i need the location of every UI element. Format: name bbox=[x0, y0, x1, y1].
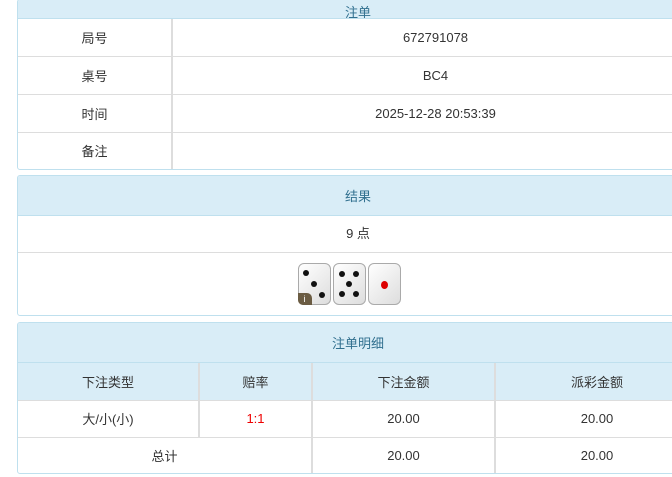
table-row: 备注 bbox=[18, 131, 672, 169]
table-header-row: 下注类型 赔率 下注金额 派彩金额 bbox=[18, 363, 672, 400]
die-pip bbox=[311, 281, 317, 287]
cell-bet-type: 大/小(小) bbox=[18, 399, 199, 437]
die-pip bbox=[318, 292, 325, 299]
dice-result: i bbox=[18, 253, 672, 315]
result-panel: 结果 9 点 i bbox=[17, 175, 672, 316]
total-row: 总计 20.00 20.00 bbox=[18, 436, 672, 473]
details-panel-title: 注单明细 bbox=[18, 323, 672, 363]
cell-bet-amount: 20.00 bbox=[311, 399, 495, 437]
label-round-no: 局号 bbox=[81, 30, 108, 46]
table-row: 时间 2025-12-28 20:53:39 bbox=[18, 93, 672, 132]
header-bet-type: 下注类型 bbox=[18, 363, 199, 400]
value-table-no: BC4 bbox=[171, 55, 672, 94]
total-bet-amount: 20.00 bbox=[311, 436, 495, 473]
cell-payout: 20.00 bbox=[494, 399, 672, 437]
die-pip bbox=[352, 271, 359, 278]
die-1 bbox=[367, 263, 401, 305]
result-points: 9 点 bbox=[18, 216, 672, 253]
label-table-no: 桌号 bbox=[18, 55, 172, 94]
die-pip bbox=[352, 290, 359, 297]
header-payout: 派彩金额 bbox=[494, 363, 672, 400]
total-payout: 20.00 bbox=[494, 436, 672, 473]
value-round-no: 672791078 bbox=[171, 19, 672, 56]
table-row: 桌号 BC4 bbox=[18, 55, 672, 94]
order-panel-title: 注单 bbox=[18, 0, 672, 19]
table-row: 大/小(小) 1:1 20.00 20.00 bbox=[18, 399, 672, 437]
result-panel-title: 结果 bbox=[18, 176, 672, 216]
die-pip bbox=[346, 281, 352, 287]
value-note bbox=[171, 131, 672, 169]
header-bet-amount: 下注金额 bbox=[311, 363, 495, 400]
total-label: 总计 bbox=[18, 436, 312, 473]
die-5 bbox=[332, 263, 366, 305]
die-pip bbox=[339, 271, 346, 278]
value-time: 2025-12-28 20:53:39 bbox=[171, 93, 672, 132]
header-odds: 赔率 bbox=[198, 363, 312, 400]
die-pip bbox=[381, 281, 388, 289]
table-row: 局号 672791078 bbox=[18, 19, 672, 56]
order-panel: 注单 局号 672791078 桌号 BC4 时间 2025-12-28 20:53:… bbox=[17, 0, 672, 170]
die-pip bbox=[303, 269, 310, 276]
die-pip bbox=[339, 290, 346, 297]
details-panel: 注单明细 下注类型 赔率 下注金额 派彩金额 大/小(小) 1:1 20.00 … bbox=[17, 322, 672, 474]
info-badge-icon[interactable]: i bbox=[297, 293, 312, 305]
label-time: 时间 bbox=[18, 93, 172, 132]
label-note: 备注 bbox=[18, 131, 172, 169]
cell-odds: 1:1 bbox=[198, 399, 312, 437]
die-3: i bbox=[297, 263, 331, 305]
